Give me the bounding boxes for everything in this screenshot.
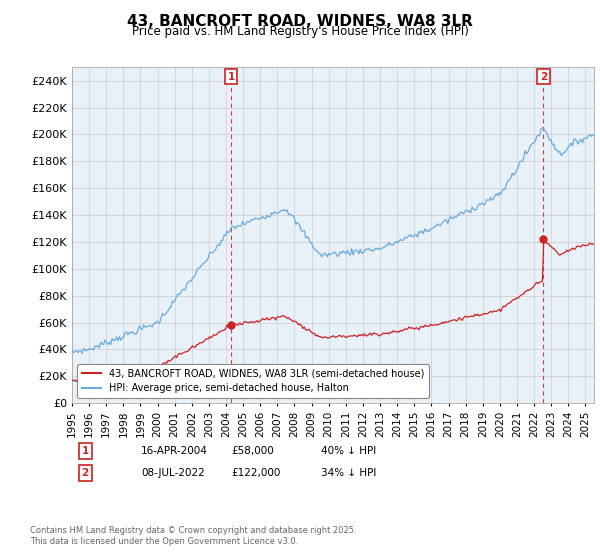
Text: 2: 2 [82,468,89,478]
Text: £122,000: £122,000 [231,468,280,478]
Legend: 43, BANCROFT ROAD, WIDNES, WA8 3LR (semi-detached house), HPI: Average price, se: 43, BANCROFT ROAD, WIDNES, WA8 3LR (semi… [77,364,429,398]
Text: Contains HM Land Registry data © Crown copyright and database right 2025.
This d: Contains HM Land Registry data © Crown c… [30,526,356,546]
Text: Price paid vs. HM Land Registry's House Price Index (HPI): Price paid vs. HM Land Registry's House … [131,25,469,38]
Text: 34% ↓ HPI: 34% ↓ HPI [321,468,376,478]
Text: 43, BANCROFT ROAD, WIDNES, WA8 3LR: 43, BANCROFT ROAD, WIDNES, WA8 3LR [127,14,473,29]
Text: 1: 1 [82,446,89,456]
Text: 08-JUL-2022: 08-JUL-2022 [141,468,205,478]
Text: 16-APR-2004: 16-APR-2004 [141,446,208,456]
Text: 1: 1 [227,72,235,82]
Text: 2: 2 [540,72,547,82]
Text: 40% ↓ HPI: 40% ↓ HPI [321,446,376,456]
Text: £58,000: £58,000 [231,446,274,456]
